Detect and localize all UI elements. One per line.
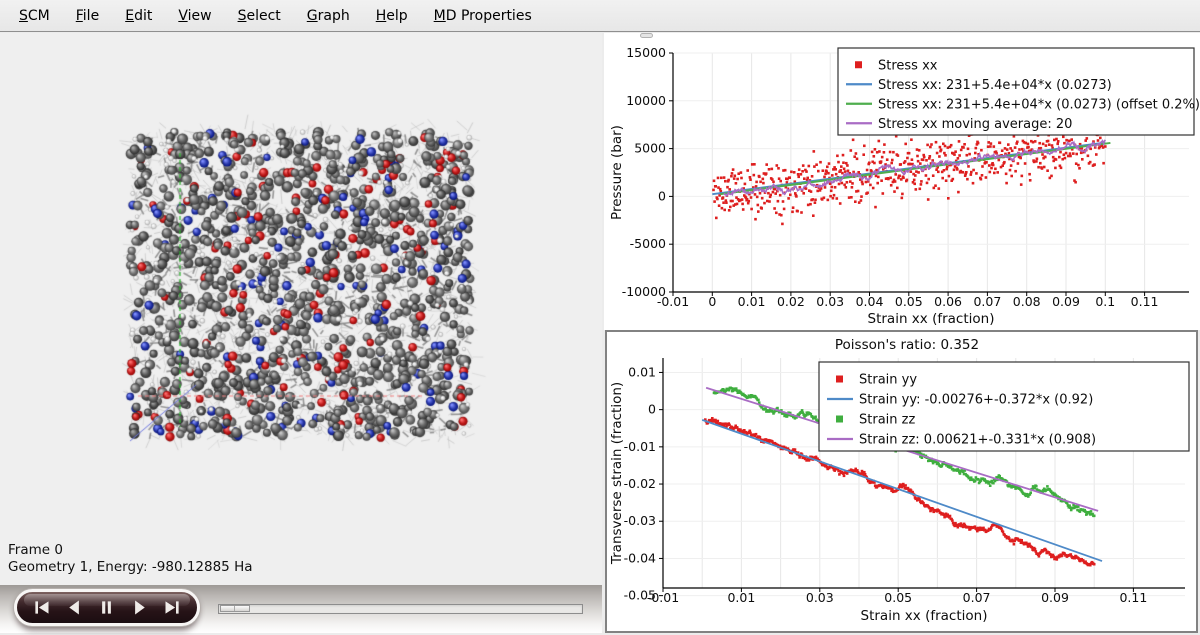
frame-status: Frame 0: [8, 542, 63, 558]
svg-text:0.1: 0.1: [1095, 294, 1115, 309]
svg-text:0.06: 0.06: [934, 294, 962, 309]
svg-text:10000: 10000: [626, 93, 666, 108]
geometry-energy-status: Geometry 1, Energy: -980.12885 Ha: [8, 559, 253, 575]
svg-text:Pressure (bar): Pressure (bar): [609, 125, 625, 220]
menu-bar: SCM File Edit View Select Graph Help MD Propert…: [0, 0, 1200, 32]
svg-text:0.08: 0.08: [1013, 294, 1041, 309]
menu-item-scm[interactable]: SCM: [19, 7, 50, 24]
svg-text:5000: 5000: [634, 141, 666, 156]
svg-text:0.11: 0.11: [1119, 590, 1147, 605]
molecule-viewer-pane: Frame 0 Geometry 1, Energy: -980.12885 H…: [0, 33, 602, 585]
svg-text:0.07: 0.07: [973, 294, 1001, 309]
pause-button[interactable]: [94, 596, 120, 620]
legend: Stress xx Stress xx: 231+5.4e+04*x (0.027…: [837, 47, 1200, 136]
svg-text:Strain xx (fraction): Strain xx (fraction): [868, 311, 995, 327]
stress-vs-strain-svg: -0.01 0 0.01 0.02 0.03 0.04 0.05 0.06 0.07 0.08 0.…: [609, 45, 1200, 327]
svg-text:0: 0: [658, 188, 666, 203]
pause-icon: [102, 601, 112, 614]
play-icon: [135, 600, 146, 615]
svg-text:0.05: 0.05: [895, 294, 923, 309]
poisson-ratio-chart[interactable]: -0.01 0.01 0.03 0.05 0.07 0.09 0.11 -0.05 -0.04 -…: [605, 330, 1198, 633]
menu-item-view[interactable]: View: [178, 7, 212, 24]
svg-text:0: 0: [648, 402, 656, 417]
menu-item-md-properties[interactable]: MD Properties: [433, 7, 532, 24]
svg-text:Strain yy: Strain yy: [859, 373, 917, 388]
menu-item-edit[interactable]: Edit: [125, 7, 153, 24]
skip-end-button[interactable]: [160, 596, 186, 620]
menu-item-select[interactable]: Select: [237, 7, 281, 24]
poisson-ratio-svg: -0.01 0.01 0.03 0.05 0.07 0.09 0.11 -0.05 -0.04 -…: [609, 337, 1190, 624]
svg-text:Strain zz: 0.00621+-0.331*x (0: Strain zz: 0.00621+-0.331*x (0.908): [859, 433, 1096, 448]
svg-text:15000: 15000: [626, 45, 666, 60]
svg-text:-0.04: -0.04: [624, 550, 656, 565]
svg-text:-0.01: -0.01: [657, 294, 689, 309]
svg-text:0.03: 0.03: [816, 294, 844, 309]
svg-text:-5000: -5000: [630, 236, 666, 251]
svg-text:0.09: 0.09: [1052, 294, 1080, 309]
svg-text:Transverse strain (fraction): Transverse strain (fraction): [609, 382, 625, 565]
svg-text:0.01: 0.01: [727, 590, 755, 605]
molecule-viewport[interactable]: [0, 33, 602, 585]
menu-item-graph[interactable]: Graph: [306, 7, 350, 24]
svg-text:0.05: 0.05: [884, 590, 912, 605]
skip-end-icon: [165, 601, 179, 614]
playback-control-bar: [0, 585, 602, 633]
svg-text:-0.02: -0.02: [624, 476, 656, 491]
skip-start-icon: [35, 601, 49, 614]
svg-text:0.04: 0.04: [856, 294, 884, 309]
svg-text:0.03: 0.03: [806, 590, 834, 605]
svg-text:0: 0: [708, 294, 716, 309]
step-back-icon: [68, 600, 79, 615]
playback-button-group: [14, 589, 200, 626]
svg-text:Stress xx: 231+5.4e+04*x (0.02: Stress xx: 231+5.4e+04*x (0.0273): [878, 78, 1112, 93]
svg-text:0.11: 0.11: [1131, 294, 1159, 309]
svg-text:0.07: 0.07: [963, 590, 991, 605]
legend: Strain yy Strain yy: -0.00276+-0.372*x (0…: [818, 361, 1190, 452]
svg-text:0.01: 0.01: [738, 294, 766, 309]
svg-text:Stress xx: Stress xx: [878, 58, 938, 73]
svg-text:Poisson's ratio: 0.352: Poisson's ratio: 0.352: [835, 337, 979, 353]
menu-item-file[interactable]: File: [75, 7, 100, 24]
pane-sash-grip[interactable]: [640, 33, 653, 38]
svg-text:Stress xx: 231+5.4e+04*x (0.02: Stress xx: 231+5.4e+04*x (0.0273) (offse…: [878, 97, 1200, 112]
frame-slider-thumb[interactable]: [220, 605, 250, 612]
svg-text:0.09: 0.09: [1041, 590, 1069, 605]
svg-text:0.01: 0.01: [628, 364, 656, 379]
svg-text:-0.03: -0.03: [624, 513, 656, 528]
frame-slider-track[interactable]: [218, 604, 583, 614]
svg-text:-0.05: -0.05: [624, 588, 656, 603]
svg-text:-10000: -10000: [622, 284, 666, 299]
svg-text:Strain xx (fraction): Strain xx (fraction): [861, 608, 988, 624]
step-back-button[interactable]: [61, 596, 87, 620]
menu-item-help[interactable]: Help: [375, 7, 408, 24]
skip-start-button[interactable]: [28, 596, 54, 620]
svg-text:Strain zz: Strain zz: [859, 413, 915, 428]
svg-text:-0.01: -0.01: [624, 439, 656, 454]
svg-text:Strain yy: -0.00276+-0.372*x (: Strain yy: -0.00276+-0.372*x (0.92): [859, 393, 1093, 408]
stress-strain-chart[interactable]: -0.01 0 0.01 0.02 0.03 0.04 0.05 0.06 0.07 0.08 0.…: [604, 33, 1200, 330]
svg-text:0.02: 0.02: [777, 294, 805, 309]
svg-text:-0.01: -0.01: [647, 590, 679, 605]
play-button[interactable]: [127, 596, 153, 620]
svg-text:Stress xx moving average: 20: Stress xx moving average: 20: [878, 117, 1072, 132]
